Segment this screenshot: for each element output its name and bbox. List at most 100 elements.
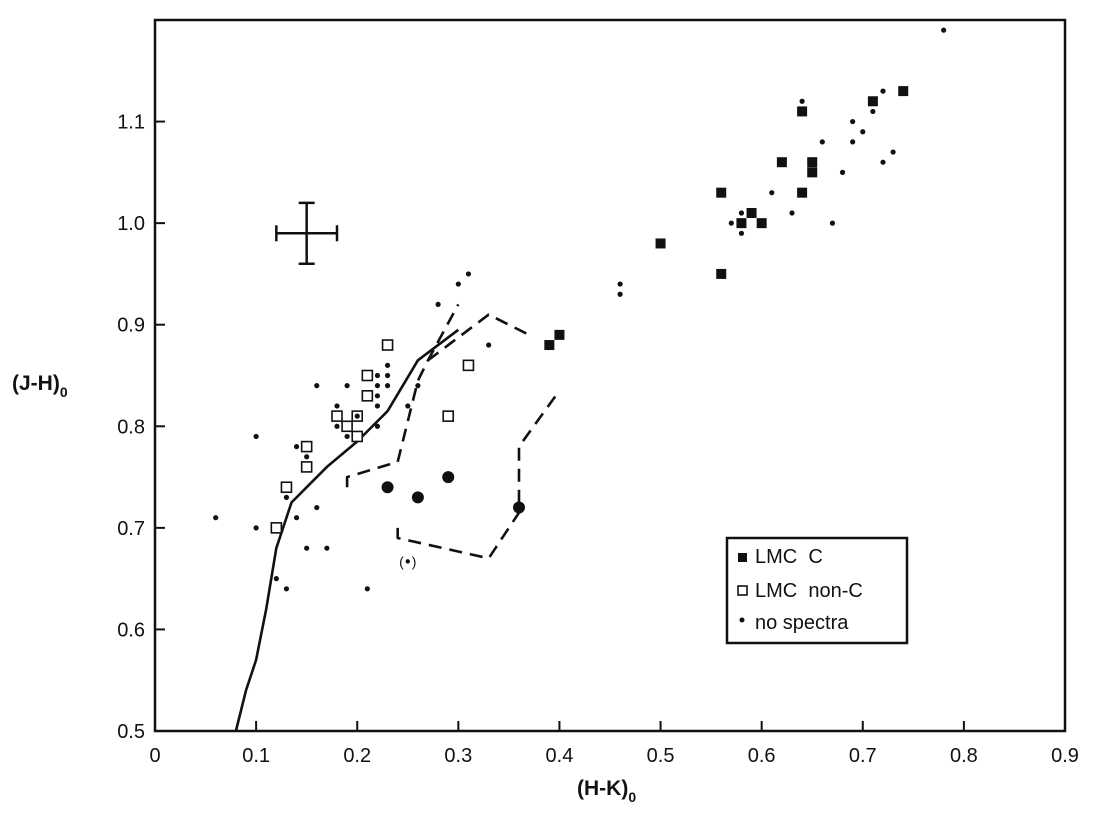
x-tick-label: 0.4 <box>546 745 574 767</box>
no-spectra-point <box>364 586 370 592</box>
no-spectra-point <box>799 98 805 104</box>
dashed-model-curve <box>396 389 561 560</box>
x-axis-label: (H-K)0 <box>577 777 636 805</box>
x-tick-label: 0.5 <box>647 745 675 767</box>
y-tick-label: 0.8 <box>117 416 145 438</box>
no-spectra-point <box>293 444 300 450</box>
large-dot-point <box>442 471 455 484</box>
parenthesized-point-close: ) <box>412 553 417 569</box>
lmc-c-point <box>776 157 787 168</box>
lmc-non-c-point <box>361 390 374 402</box>
lmc-c-point <box>807 157 818 168</box>
lmc-c-point <box>898 86 909 97</box>
y-axis-label: (J-H)0 <box>12 372 68 400</box>
large-dot-point <box>513 501 525 514</box>
lmc-c-point <box>544 340 555 351</box>
no-spectra-point <box>213 515 219 521</box>
error-bar <box>275 201 339 266</box>
no-spectra-point <box>384 362 391 368</box>
no-spectra-point <box>455 281 461 287</box>
no-spectra-point <box>354 413 360 419</box>
no-spectra-point <box>860 129 866 135</box>
no-spectra-point <box>344 433 350 440</box>
x-tick-label: 0.8 <box>950 745 978 767</box>
parenthesized-point <box>405 559 410 564</box>
no-spectra-point <box>334 403 340 409</box>
y-tick-label: 0.5 <box>117 721 145 743</box>
large-dot-point <box>411 491 424 504</box>
no-spectra-point <box>415 383 421 389</box>
no-spectra-point <box>880 159 886 165</box>
x-tick-label: 0.1 <box>242 745 270 767</box>
data-points: () <box>213 27 947 592</box>
x-tick-label: 0.7 <box>849 745 877 767</box>
x-tick-label: 0.9 <box>1051 745 1079 767</box>
no-spectra-point <box>384 383 391 389</box>
no-spectra-point <box>384 372 391 379</box>
lmc-non-c-point <box>341 420 353 433</box>
no-spectra-point <box>617 291 623 297</box>
legend-marker-lmc-c <box>738 553 747 562</box>
parenthesized-point-open: ( <box>399 553 404 569</box>
no-spectra-point <box>344 383 350 389</box>
no-spectra-point <box>850 118 856 125</box>
no-spectra-point <box>465 271 472 277</box>
y-axis-ticks: 0.5 0.6 0.7 0.8 0.9 1.0 1.1 <box>117 112 165 743</box>
no-spectra-point <box>738 230 745 236</box>
lmc-c-point <box>716 187 727 198</box>
no-spectra-point <box>728 220 734 226</box>
no-spectra-point <box>769 190 775 196</box>
no-spectra-point <box>304 545 310 551</box>
no-spectra-point <box>890 149 896 155</box>
lmc-c-point <box>746 207 757 218</box>
no-spectra-point <box>334 423 340 429</box>
x-axis-ticks: 0 0.1 0.2 0.3 0.4 0.5 0.6 0.7 0.8 0.9 <box>149 721 1079 767</box>
no-spectra-point <box>253 525 259 531</box>
lmc-non-c-point <box>462 359 475 372</box>
lmc-c-point <box>797 106 808 117</box>
lmc-non-c-point <box>381 339 394 351</box>
legend-marker-lmc-non-c <box>737 585 748 596</box>
legend-label-no-spectra: no spectra <box>755 612 849 634</box>
lmc-c-point <box>867 96 878 107</box>
no-spectra-point <box>374 423 381 429</box>
no-spectra-point <box>486 342 492 348</box>
plot-frame <box>153 18 1067 733</box>
no-spectra-point <box>617 281 623 287</box>
x-tick-label: 0.3 <box>444 745 472 767</box>
no-spectra-point <box>870 108 876 115</box>
no-spectra-point <box>850 139 856 145</box>
no-spectra-point <box>293 515 300 521</box>
no-spectra-point <box>941 27 947 33</box>
no-spectra-point <box>738 210 745 216</box>
lmc-non-c-point <box>270 522 283 534</box>
no-spectra-point <box>405 403 411 409</box>
legend-label-lmc-non-c: LMC non-C <box>755 580 863 602</box>
dashed-model-curve <box>427 313 530 362</box>
dashed-model-curve <box>345 303 460 488</box>
no-spectra-point <box>374 393 381 399</box>
no-spectra-point <box>273 576 279 582</box>
x-tick-label: 0 <box>149 745 160 767</box>
lmc-non-c-point <box>280 481 293 494</box>
lmc-c-point <box>756 218 767 229</box>
large-dot-point <box>381 481 394 494</box>
y-tick-label: 1.1 <box>117 112 145 134</box>
no-spectra-point <box>283 586 290 592</box>
no-spectra-point <box>374 403 381 409</box>
lmc-c-point <box>797 187 808 198</box>
y-tick-label: 0.6 <box>117 619 145 641</box>
no-spectra-point <box>435 301 441 307</box>
x-tick-label: 0.2 <box>343 745 371 767</box>
no-spectra-point <box>314 383 320 389</box>
legend-marker-no-spectra <box>739 617 745 623</box>
legend-box <box>725 536 909 645</box>
no-spectra-point <box>789 210 795 216</box>
lmc-non-c-point <box>300 440 313 453</box>
no-spectra-point <box>839 169 846 175</box>
no-spectra-point <box>829 220 836 226</box>
no-spectra-point <box>304 454 310 460</box>
legend-label-lmc-c: LMC C <box>755 546 823 568</box>
no-spectra-point <box>880 88 886 94</box>
